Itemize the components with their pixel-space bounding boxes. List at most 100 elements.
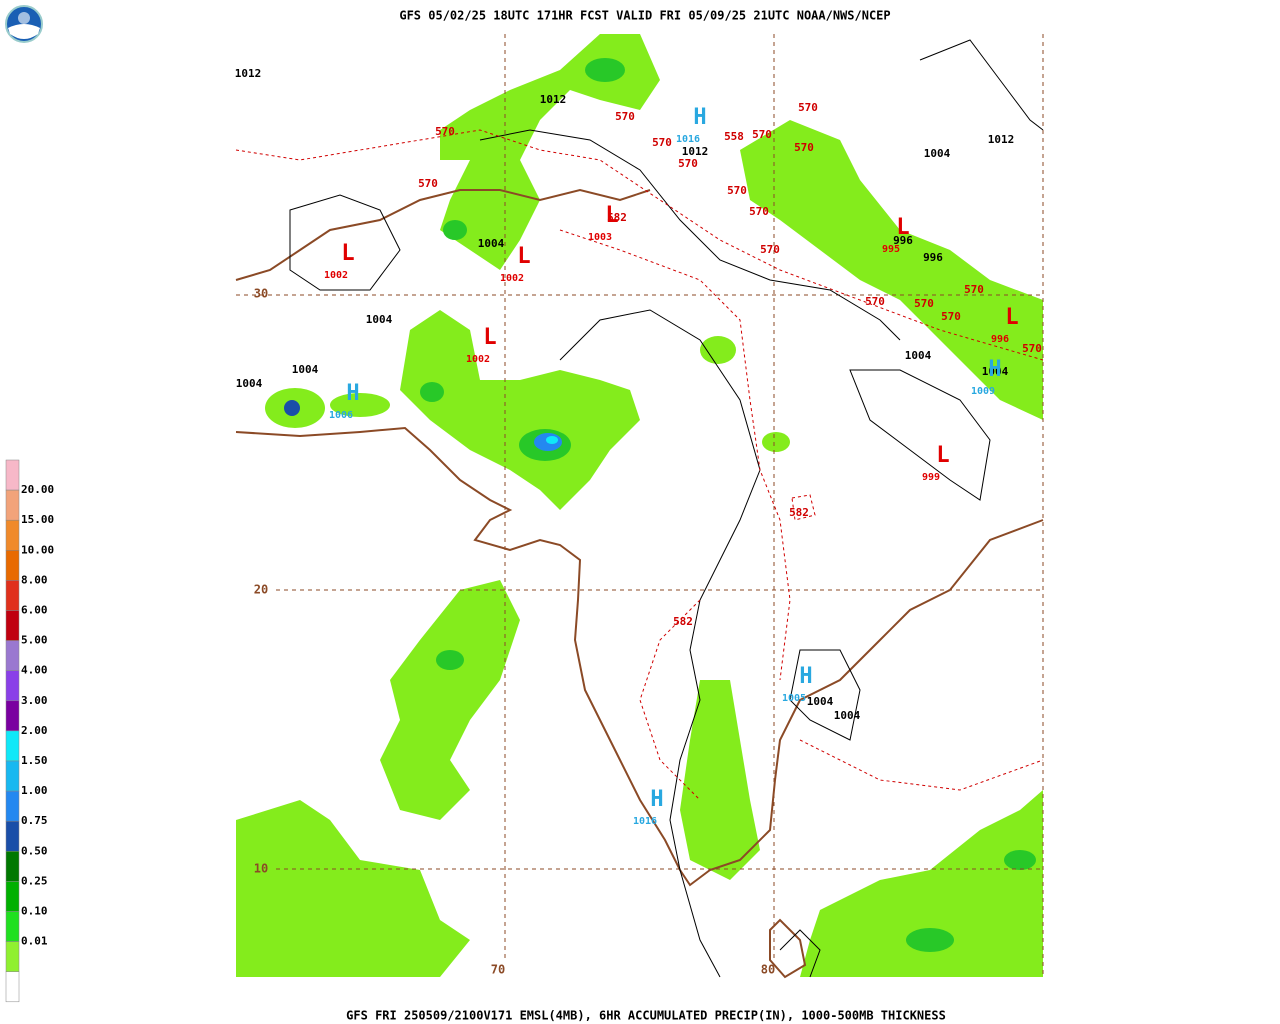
legend-swatch	[5, 580, 20, 611]
pressure-center-symbol: H	[650, 787, 663, 812]
pressure-center-symbol: L	[896, 215, 909, 240]
legend-swatch	[5, 820, 20, 852]
pressure-center-value: 995	[882, 244, 900, 255]
isobar-label: 1004	[905, 349, 932, 362]
pressure-center-value: 1016	[676, 134, 700, 145]
isobar-label: 1004	[834, 709, 861, 722]
pressure-center-symbol: L	[1005, 305, 1018, 330]
thickness-label: 558	[724, 130, 744, 143]
thickness-contours	[235, 129, 1044, 801]
pressure-center-value: 1016	[633, 816, 657, 827]
thickness-label: 570	[760, 243, 780, 256]
precip-heavy	[284, 400, 562, 451]
longitude-label: 70	[491, 963, 505, 977]
legend-label: 0.50	[21, 844, 48, 857]
thickness-label: 582	[789, 506, 809, 519]
pressure-center-value: 1009	[971, 386, 995, 397]
latitude-label: 30	[254, 287, 268, 301]
thickness-label: 570	[794, 141, 814, 154]
isobar-label: 996	[893, 234, 913, 247]
legend-label: 0.10	[21, 905, 48, 918]
legend-label: 10.00	[21, 543, 54, 556]
legend-label: 3.00	[21, 694, 48, 707]
legend-label: 4.00	[21, 664, 48, 677]
thickness-label: 570	[727, 184, 747, 197]
pressure-center-symbol: L	[517, 244, 530, 269]
pressure-center-value: 1002	[466, 354, 490, 365]
pressure-center-symbol: H	[346, 381, 359, 406]
pressure-center-symbol: H	[799, 664, 812, 689]
isobar-label: 1012	[988, 133, 1015, 146]
thickness-label: 570	[865, 295, 885, 308]
legend-swatch	[5, 760, 20, 792]
thickness-label: 570	[964, 283, 984, 296]
legend: 20.00 15.00 10.00 8.00 6.00 5.00 4.00 3.00 2.00 1…	[5, 459, 54, 1003]
isobar-label: 1004	[292, 363, 319, 376]
isobar-label: 1012	[235, 67, 262, 80]
legend-label: 0.25	[21, 874, 48, 887]
legend-swatch	[5, 730, 20, 762]
thickness-label: 570	[435, 125, 455, 138]
pressure-center-value: 1006	[329, 410, 353, 421]
legend-swatch	[5, 489, 20, 521]
isobar-label: 996	[923, 251, 943, 264]
footer: GFS FRI 250509/2100V171 EMSL(4MB), 6HR A…	[346, 1009, 946, 1023]
legend-label: 20.00	[21, 483, 54, 496]
pressure-center-symbol: L	[483, 325, 496, 350]
latitude-label: 20	[254, 583, 268, 597]
isobar-label: 1004	[366, 313, 393, 326]
thickness-label: 570	[418, 177, 438, 190]
legend-label: 5.00	[21, 634, 48, 647]
pressure-center-symbol: L	[341, 241, 354, 266]
header: GFS 05/02/25 18UTC 171HR FCST VALID FRI …	[399, 9, 890, 23]
legend-swatch	[5, 670, 20, 702]
thickness-label: 570	[678, 157, 698, 170]
thickness-label: 570	[1022, 342, 1042, 355]
legend-swatch	[5, 941, 20, 972]
isobar-label: 1004	[982, 365, 1009, 378]
thickness-label: 582	[673, 615, 693, 628]
legend-label: 8.00	[21, 573, 48, 586]
isobar-label: 1004	[478, 237, 505, 250]
pressure-center-value: 1005	[782, 693, 806, 704]
legend-swatch	[5, 851, 20, 882]
isobar-label: 1004	[236, 377, 263, 390]
thickness-label: 582	[607, 211, 627, 224]
pressure-center-symbol: L	[605, 203, 618, 228]
thickness-label: 570	[914, 297, 934, 310]
legend-swatch	[5, 790, 20, 822]
coastline	[235, 188, 1044, 979]
thickness-label: 570	[652, 136, 672, 149]
isobars	[289, 39, 1044, 978]
pressure-center-symbol: H	[693, 105, 706, 130]
longitude-label: 80	[761, 963, 775, 977]
thickness-label: 570	[749, 205, 769, 218]
isobar-label: 1012	[540, 93, 567, 106]
legend-swatch	[5, 700, 20, 732]
pressure-center-value: 1002	[324, 270, 348, 281]
legend-swatch	[5, 610, 20, 641]
legend-swatch	[5, 550, 20, 581]
isobar-label: 1012	[682, 145, 709, 158]
legend-swatch	[5, 971, 20, 1003]
thickness-label: 570	[615, 110, 635, 123]
noaa-logo	[5, 5, 43, 43]
thickness-label: 570	[941, 310, 961, 323]
pressure-center-symbol: L	[936, 443, 949, 468]
pressure-center-value: 999	[922, 472, 940, 483]
legend-label: 2.00	[21, 724, 48, 737]
pressure-center-value: 1002	[500, 273, 524, 284]
legend-swatch	[5, 881, 20, 912]
lat-lon-grid	[236, 34, 1044, 977]
legend-label: 15.00	[21, 513, 54, 526]
legend-label: 6.00	[21, 604, 48, 617]
thickness-label: 570	[752, 128, 772, 141]
pressure-center-value: 1003	[588, 232, 612, 243]
pressure-center-symbol: H	[988, 357, 1001, 382]
legend-swatch	[5, 640, 20, 671]
legend-label: 1.00	[21, 784, 48, 797]
thickness-label: 570	[798, 101, 818, 114]
isobar-label: 1004	[807, 695, 834, 708]
